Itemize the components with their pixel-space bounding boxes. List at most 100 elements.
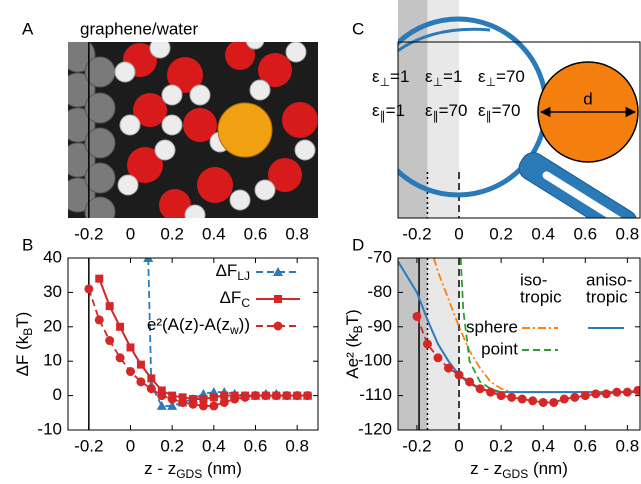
data-marker [136,377,145,386]
permittivity-label: ε⊥=1 [425,67,462,89]
text-part: )) [239,315,250,334]
data-marker [591,389,600,398]
text-part: ⊥ [380,75,390,89]
x-tick-label: 0.2 [160,436,184,455]
x-tick-label: 0.4 [202,224,226,243]
x-tick-label: -0.2 [402,436,431,455]
text-part: GDS [176,467,202,481]
x-tick-label: 0.6 [244,224,268,243]
diameter-label: d [583,89,592,108]
data-marker [581,391,590,400]
x-tick-label: 0 [454,224,463,243]
data-marker [539,398,548,407]
text-part: z - z [144,459,176,478]
text-part: T) [343,309,362,325]
data-marker [210,393,218,401]
data-marker [199,401,208,410]
panel-title: graphene/water [80,19,198,38]
legend-label: ΔFC [220,288,251,310]
data-marker [497,391,506,400]
y-tick-label: -100 [358,351,392,370]
data-marker [137,361,145,369]
data-marker [168,395,177,404]
data-marker [116,323,124,331]
y-axis-label: Ae² (kBT) [343,309,365,378]
data-marker [303,391,312,400]
x-tick-label: 0 [126,224,135,243]
text-part: =1 [443,67,462,86]
x-tick-label: 0.6 [573,436,597,455]
x-tick-label: 0 [454,436,463,455]
data-marker [251,391,260,400]
legend-column-header: tropic [586,287,628,306]
text-part: w [229,323,239,337]
series-line [89,289,308,406]
figure: Agraphene/water-0.200.20.40.60.8B-0.200.… [0,0,641,484]
data-marker [486,388,495,397]
text-part: ΔF (k [13,335,32,376]
permittivity-label: ε⊥=70 [478,67,525,89]
x-tick-label: 0.6 [244,436,268,455]
x-axis-label: z - zGDS (nm) [144,459,242,481]
text-part: LJ [237,269,250,283]
data-marker [230,395,239,404]
panel-label: A [22,19,34,38]
y-tick-label: 20 [43,316,62,335]
data-marker [95,315,104,324]
data-marker [209,401,218,410]
y-tick-label: -80 [367,282,392,301]
text-part: =70 [492,101,521,120]
data-marker [518,395,527,404]
data-marker [507,393,516,402]
legend-label: e²(A(z)-A(zw)) [147,315,250,337]
x-tick-label: 0.4 [531,436,555,455]
data-marker [220,398,229,407]
y-tick-label: -70 [367,247,392,266]
text-part: ⊥ [433,75,443,89]
data-marker [623,388,632,397]
data-marker [465,377,474,386]
data-marker [147,374,155,382]
data-marker [560,395,569,404]
x-tick-label: 0.2 [160,224,184,243]
text-part: C [241,296,250,310]
data-marker [116,353,125,362]
text-part: ΔF [220,288,242,307]
data-marker [261,391,270,400]
text-part: Ae² (k [343,333,362,379]
permittivity-label: ε∥=70 [425,101,467,123]
data-marker [241,393,250,402]
x-tick-label: 0.8 [285,224,309,243]
x-tick-label: 0.4 [202,436,226,455]
permittivity-label: ε∥=70 [478,101,520,123]
y-tick-label: -10 [37,419,62,438]
x-tick-label: 0.2 [489,224,513,243]
y-tick-label: 40 [43,247,62,266]
panel-label: D [352,235,364,254]
x-tick-label: 0.8 [616,436,640,455]
data-marker [274,295,282,303]
data-marker [84,284,93,293]
data-marker [612,388,621,397]
x-tick-label: 0.8 [616,224,640,243]
permittivity-label: ε∥=1 [372,101,405,123]
data-marker [602,389,611,398]
data-marker [274,322,283,331]
y-tick-label: -90 [367,316,392,335]
data-marker [157,401,167,410]
text-part: =1 [390,67,409,86]
data-marker [444,364,453,373]
y-tick-label: -120 [358,419,392,438]
x-tick-label: 0.8 [285,436,309,455]
text-part: (nm) [202,459,242,478]
data-marker [293,391,302,400]
y-axis-label: ΔF (kBT) [13,312,35,377]
text-part: e²(A(z)-A(z [147,315,230,334]
text-part: =1 [386,101,405,120]
text-part: =70 [496,67,525,86]
data-marker [528,396,537,405]
data-marker [95,275,103,283]
text-part: B [21,328,35,336]
text-part: ⊥ [486,75,496,89]
x-tick-label: 0.2 [489,436,513,455]
